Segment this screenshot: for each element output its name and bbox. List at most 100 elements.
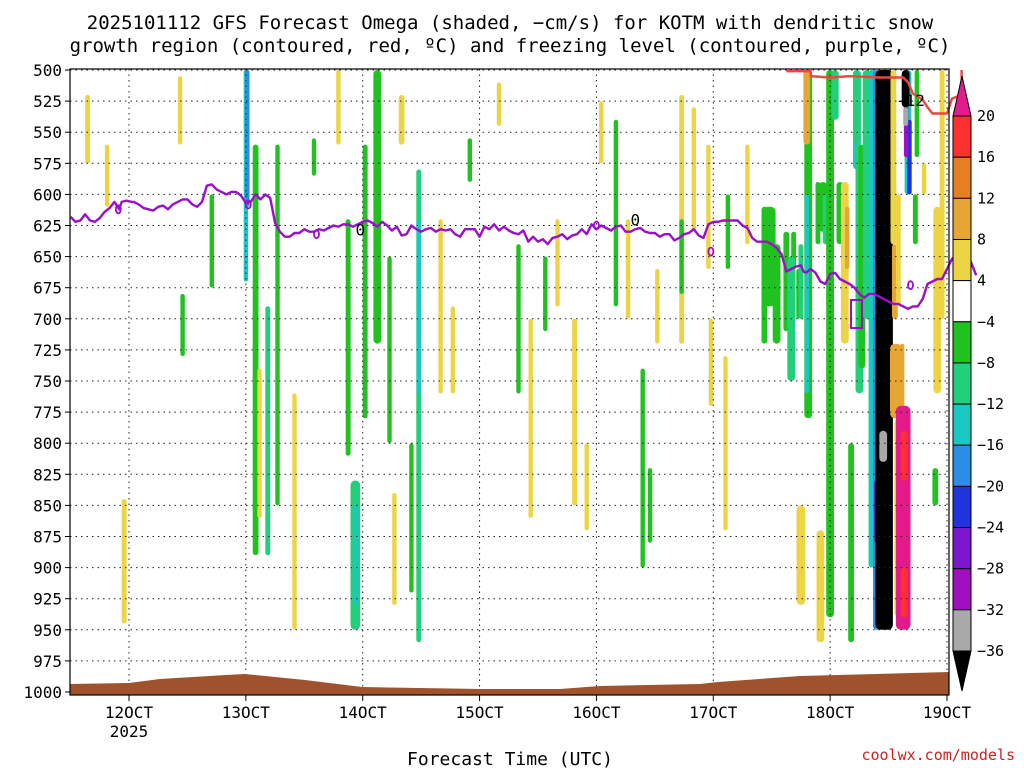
x-tick-label-15OCT: 15OCT — [455, 703, 504, 722]
dendritic-growth-contour — [786, 70, 963, 115]
freezing-loop-4 — [593, 220, 600, 231]
colorbar-swatch-2 — [952, 197, 972, 241]
colorbar-label-7: −12 — [977, 395, 1004, 413]
omega-cell-13 — [311, 138, 317, 176]
omega-cell-26 — [438, 219, 443, 394]
omega-cell-18 — [362, 144, 368, 419]
y-tick-label-1000: 1000 — [23, 683, 62, 702]
omega-cell-31 — [528, 318, 533, 518]
freezing-level-contour — [69, 183, 978, 310]
ground-layer — [70, 672, 949, 695]
y-tick-label-700: 700 — [33, 310, 62, 329]
omega-cell-28 — [467, 138, 472, 182]
omega-cell-99 — [921, 163, 927, 195]
omega-cell-19 — [373, 70, 382, 344]
omega-cell-21 — [392, 493, 397, 605]
omega-cell-25 — [416, 219, 421, 394]
colorbar-swatch-10 — [952, 527, 972, 570]
omega-cell-91 — [900, 567, 908, 618]
x-tick-label-19OCT: 19OCT — [923, 703, 972, 722]
y-tick-label-850: 850 — [33, 496, 62, 515]
freezing-loop-1 — [114, 204, 122, 215]
omega-cell-40 — [647, 468, 653, 543]
omega-cell-83 — [890, 70, 897, 245]
colorbar-swatch-3 — [952, 239, 972, 282]
x-tick-label-18OCT: 18OCT — [806, 703, 855, 722]
freezing-closed-contour — [850, 299, 863, 329]
omega-cell-4 — [180, 293, 185, 357]
omega-cell-82 — [879, 430, 888, 462]
omega-cell-0 — [85, 94, 91, 164]
omega-cell-73 — [853, 70, 861, 145]
omega-cell-60 — [804, 194, 809, 394]
x-tick-label-16OCT: 16OCT — [572, 703, 621, 722]
omega-cell-93 — [907, 119, 912, 195]
y-tick-label-975: 975 — [33, 652, 62, 671]
omega-cell-70 — [845, 206, 850, 269]
omega-cell-98 — [914, 70, 919, 158]
colorbar-label-9: −20 — [977, 477, 1004, 495]
plot-area: 0 0 -12 — [69, 68, 978, 696]
y-axis: 500 525 550 575 600 625 650 675 700 725 750 775 800 8… — [23, 61, 70, 702]
chart-title-line-1: 2025101112 GFS Forecast Omega (shaded, −… — [87, 12, 934, 34]
omega-cell-9 — [265, 306, 271, 556]
omega-cell-23 — [409, 443, 414, 593]
x-tick-label-14OCT: 14OCT — [339, 703, 388, 722]
freezing-loop-2 — [244, 199, 252, 210]
omega-cell-29 — [496, 82, 502, 126]
colorbar-swatch-1 — [952, 156, 972, 199]
colorbar-label-0: 20 — [977, 107, 995, 125]
y-tick-label-600: 600 — [33, 185, 62, 204]
y-tick-label-575: 575 — [33, 154, 62, 173]
omega-cell-71 — [848, 443, 854, 643]
y-tick-label-725: 725 — [33, 341, 62, 360]
x-axis: 12OCT 13OCT 14OCT 15OCT 16OCT 17OCT 18OCT 19OCT… — [105, 695, 972, 741]
freezing-loop-3 — [313, 229, 320, 240]
omega-cell-101 — [932, 468, 939, 506]
x-axis-label: Forecast Time (UTC) — [407, 749, 613, 768]
omega-cell-52 — [772, 244, 781, 344]
omega-cell-66 — [826, 70, 834, 618]
omega-cell-61 — [803, 70, 811, 145]
colorbar-label-11: −28 — [977, 560, 1004, 578]
omega-cell-96 — [903, 107, 909, 126]
omega-cell-90 — [900, 430, 908, 481]
omega-cell-48 — [725, 194, 731, 269]
omega-cell-41 — [655, 269, 660, 344]
omega-cell-39 — [640, 368, 645, 568]
y-tick-label-825: 825 — [33, 465, 62, 484]
freezing-loop-5 — [707, 246, 715, 257]
omega-cell-12 — [292, 393, 297, 630]
omega-cell-97 — [912, 194, 918, 245]
colorbar-swatch-0 — [952, 115, 972, 158]
omega-cell-27 — [450, 306, 455, 394]
colorbar-label-10: −24 — [977, 519, 1004, 537]
omega-cell-2 — [121, 499, 127, 624]
y-tick-label-775: 775 — [33, 403, 62, 422]
colorbar-swatch-4 — [952, 280, 972, 323]
colorbar-bottom-arrow — [952, 650, 972, 692]
contour-layer: 0 0 -12 — [69, 70, 978, 329]
colorbar-label-2: 12 — [977, 189, 995, 207]
y-tick-label-875: 875 — [33, 528, 62, 547]
freezing-loop-6 — [907, 280, 914, 291]
y-tick-label-675: 675 — [33, 279, 62, 298]
omega-cell-45 — [706, 144, 711, 269]
omega-cell-15 — [345, 219, 351, 456]
plot-frame — [69, 68, 950, 696]
colorbar-swatch-12 — [952, 609, 972, 652]
colorbar-swatch-6 — [952, 362, 972, 405]
y-tick-label-500: 500 — [33, 61, 62, 80]
omega-cell-58 — [796, 505, 806, 605]
x-tick-label-12OCT: 12OCT — [105, 703, 154, 722]
omega-cell-65 — [816, 530, 825, 643]
y-tick-label-550: 550 — [33, 123, 62, 142]
colorbar-label-4: 4 — [977, 272, 986, 290]
omega-cell-5 — [209, 194, 214, 288]
omega-cell-30 — [516, 244, 521, 394]
colorbar-label-6: −8 — [977, 354, 995, 372]
omega-cell-38 — [625, 219, 631, 319]
omega-cell-32 — [543, 256, 548, 332]
x-tick-label-13OCT: 13OCT — [222, 703, 271, 722]
